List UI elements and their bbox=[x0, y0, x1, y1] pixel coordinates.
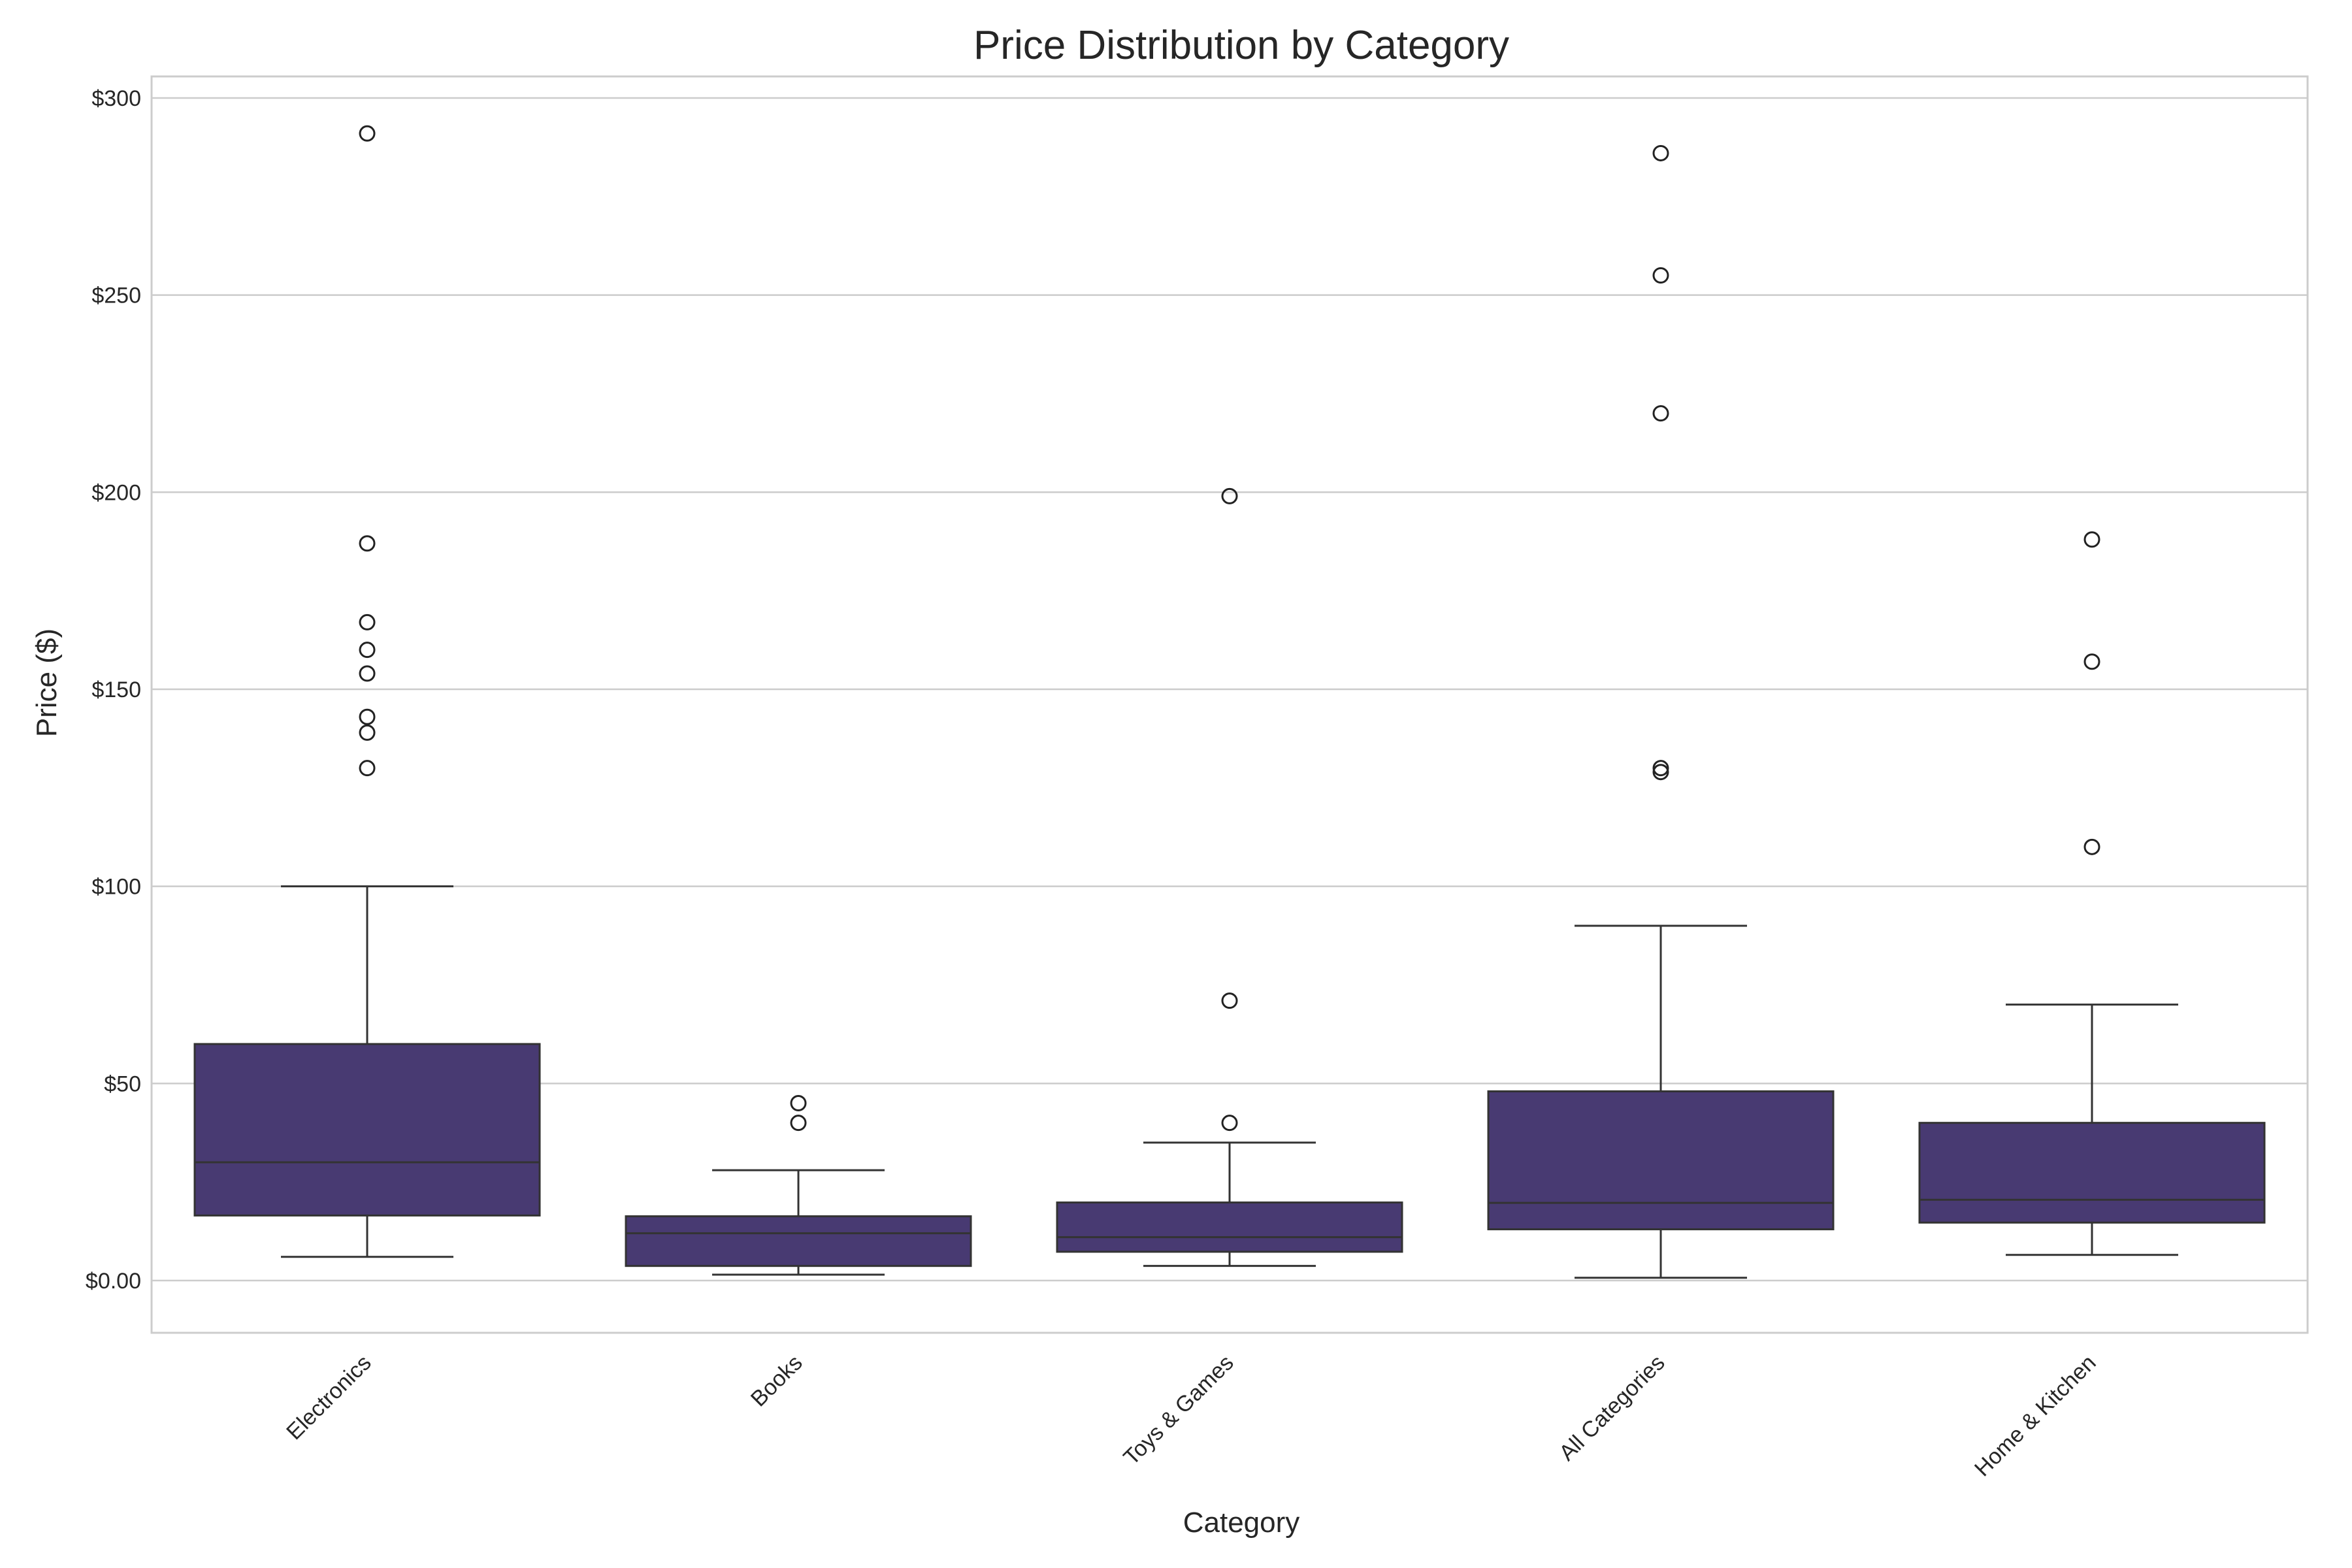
outlier-point bbox=[1221, 992, 1238, 1009]
chart-title: Price Distribution by Category bbox=[973, 23, 1509, 68]
box-iqr bbox=[1487, 1090, 1835, 1231]
y-tick-label: $200 bbox=[91, 480, 141, 505]
y-tick-label: $50 bbox=[104, 1071, 141, 1096]
outlier-point bbox=[1652, 144, 1669, 161]
box-series bbox=[193, 125, 2266, 1279]
y-tick-label: $300 bbox=[91, 86, 141, 111]
box-iqr bbox=[193, 1043, 541, 1217]
outlier-point bbox=[1652, 405, 1669, 422]
outlier-point bbox=[1221, 487, 1238, 504]
outlier-point bbox=[1652, 267, 1669, 284]
outlier-point bbox=[790, 1095, 807, 1111]
outlier-point bbox=[359, 724, 376, 741]
outlier-point bbox=[790, 1115, 807, 1132]
y-tick-label: $0.00 bbox=[86, 1269, 141, 1294]
outlier-point bbox=[1221, 1115, 1238, 1132]
outlier-point bbox=[2083, 531, 2100, 548]
plot-area-frame bbox=[150, 75, 2309, 1334]
box-iqr bbox=[625, 1215, 972, 1267]
outlier-point bbox=[359, 535, 376, 552]
outlier-point bbox=[359, 708, 376, 725]
y-axis-label: Price ($) bbox=[31, 629, 63, 737]
outlier-point bbox=[359, 665, 376, 682]
x-axis-label: Category bbox=[1183, 1507, 1300, 1539]
outlier-point bbox=[359, 613, 376, 630]
y-tick-label: $250 bbox=[91, 284, 141, 308]
y-axis-ticks: $0.00 $50 $100 $150 $200 $250 $300 bbox=[86, 86, 141, 1294]
box-iqr bbox=[1056, 1201, 1403, 1253]
y-tick-label: $150 bbox=[91, 678, 141, 702]
outlier-point bbox=[359, 125, 376, 142]
outlier-point bbox=[359, 760, 376, 777]
outlier-point bbox=[359, 642, 376, 659]
box-iqr bbox=[1918, 1122, 2266, 1224]
outlier-point bbox=[1652, 764, 1669, 781]
outlier-point bbox=[1652, 760, 1669, 777]
outlier-point bbox=[2083, 653, 2100, 670]
y-tick-label: $100 bbox=[91, 875, 141, 900]
outlier-point bbox=[2083, 838, 2100, 855]
